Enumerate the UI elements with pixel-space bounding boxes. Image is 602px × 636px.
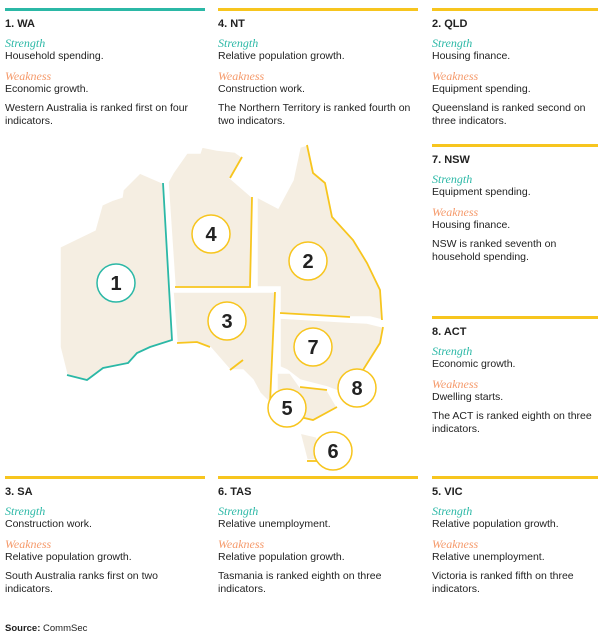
accent-bar	[218, 8, 418, 11]
strength-label: Strength	[5, 504, 46, 518]
state-title: 8. ACT	[432, 326, 467, 338]
state-title: 5. VIC	[432, 486, 463, 498]
wa-border	[66, 182, 173, 381]
weakness-label: Weakness	[432, 69, 479, 83]
strength-text: Housing finance.	[432, 50, 511, 62]
strength-text: Equipment spending.	[432, 186, 531, 198]
accent-bar	[432, 8, 598, 11]
source-value: CommSec	[43, 623, 88, 634]
strength-text: Economic growth.	[432, 358, 516, 370]
rank-number-wa: 1	[110, 273, 121, 295]
state-card-qld: 2. QLD Strength Housing finance. Weaknes…	[432, 8, 598, 128]
state-card-wa: 1. WA Strength Household spending. Weakn…	[5, 8, 205, 128]
weakness-text: Construction work.	[218, 83, 305, 95]
rank-number-qld: 2	[302, 251, 313, 273]
ranking-note: NSW is ranked seventh on household spend…	[432, 238, 557, 263]
rank-circle-nsw	[293, 327, 333, 367]
weakness-label: Weakness	[432, 205, 479, 219]
ranking-note: Queensland is ranked second on three ind…	[432, 102, 586, 127]
weakness-label: Weakness	[5, 69, 52, 83]
rank-number-act: 8	[351, 378, 362, 400]
weakness-label: Weakness	[432, 537, 479, 551]
source-label: Source:	[5, 623, 41, 634]
qld-border	[306, 144, 383, 321]
ranking-note: Western Australia is ranked first on fou…	[5, 102, 189, 127]
rank-circle-vic	[267, 388, 307, 428]
strength-label: Strength	[432, 504, 473, 518]
weakness-text: Dwelling starts.	[432, 391, 504, 403]
state-card-sa: 3. SA Strength Construction work. Weakne…	[5, 476, 205, 596]
state-title: 3. SA	[5, 486, 33, 498]
strength-text: Relative unemployment.	[218, 518, 331, 530]
weakness-text: Equipment spending.	[432, 83, 531, 95]
state-title: 2. QLD	[432, 18, 468, 30]
ranking-note: The Northern Territory is ranked fourth …	[218, 102, 411, 127]
ranking-note: South Australia ranks first on two indic…	[5, 570, 158, 595]
rank-circle-sa	[207, 301, 247, 341]
state-card-vic: 5. VIC Strength Relative population grow…	[432, 476, 598, 596]
weakness-text: Relative population growth.	[218, 551, 345, 563]
state-title: 1. WA	[5, 18, 35, 30]
accent-bar	[432, 476, 598, 479]
rank-circle-wa	[96, 263, 136, 303]
strength-label: Strength	[218, 504, 259, 518]
sa-border	[229, 359, 244, 371]
rank-circle-nt	[191, 214, 231, 254]
weakness-label: Weakness	[5, 537, 52, 551]
state-title: 7. NSW	[432, 154, 470, 166]
state-title: 6. TAS	[218, 486, 252, 498]
source-line: Source: CommSec	[5, 623, 87, 634]
nt-border	[175, 196, 253, 288]
state-title: 4. NT	[218, 18, 245, 30]
rank-number-vic: 5	[281, 398, 292, 420]
strength-text: Household spending.	[5, 50, 104, 62]
state-card-nsw: 7. NSW Strength Equipment spending. Weak…	[432, 144, 598, 264]
weakness-text: Economic growth.	[5, 83, 89, 95]
qld-border	[279, 312, 351, 318]
rank-circle-qld	[288, 241, 328, 281]
rank-number-nsw: 7	[307, 337, 318, 359]
rank-number-sa: 3	[221, 311, 232, 333]
sa-border	[269, 291, 276, 404]
state-card-act: 8. ACT Strength Economic growth. Weaknes…	[432, 316, 598, 436]
weakness-text: Housing finance.	[432, 219, 511, 231]
strength-text: Construction work.	[5, 518, 92, 530]
accent-bar	[432, 144, 598, 147]
accent-bar	[5, 8, 205, 11]
weakness-label: Weakness	[218, 69, 265, 83]
rank-circle-tas	[313, 431, 353, 471]
weakness-label: Weakness	[432, 377, 479, 391]
nt-border	[229, 156, 243, 179]
ranking-note: Victoria is ranked fifth on three indica…	[432, 570, 574, 595]
strength-label: Strength	[218, 36, 259, 50]
accent-bar	[5, 476, 205, 479]
vic-border	[299, 406, 338, 421]
ranking-note: Tasmania is ranked eighth on three indic…	[218, 570, 382, 595]
weakness-label: Weakness	[218, 537, 265, 551]
strength-label: Strength	[432, 172, 473, 186]
rank-number-tas: 6	[327, 441, 338, 463]
accent-bar	[218, 476, 418, 479]
state-card-tas: 6. TAS Strength Relative unemployment. W…	[218, 476, 418, 596]
vic-border	[299, 386, 328, 391]
state-card-nt: 4. NT Strength Relative population growt…	[218, 8, 418, 128]
rank-number-nt: 4	[205, 224, 217, 246]
strength-label: Strength	[432, 36, 473, 50]
sa-border	[176, 341, 211, 348]
weakness-text: Relative population growth.	[5, 551, 132, 563]
strength-text: Relative population growth.	[218, 50, 345, 62]
weakness-text: Relative unemployment.	[432, 551, 545, 563]
ranking-note: The ACT is ranked eighth on three indica…	[432, 410, 592, 435]
strength-text: Relative population growth.	[432, 518, 559, 530]
rank-circle-act	[337, 368, 377, 408]
accent-bar	[432, 316, 598, 319]
strength-label: Strength	[432, 344, 473, 358]
strength-label: Strength	[5, 36, 46, 50]
